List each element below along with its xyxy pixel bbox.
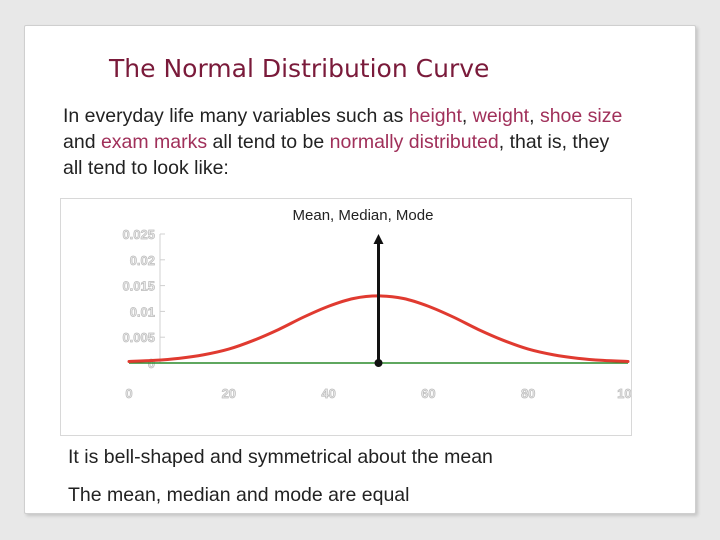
x-tick-label: 40 xyxy=(321,386,335,401)
x-tick-label: 20 xyxy=(222,386,236,401)
x-tick-label: 100 xyxy=(617,386,631,401)
y-tick-label: 0.02 xyxy=(130,253,155,268)
annotation-label: Mean, Median, Mode xyxy=(293,207,434,224)
intro-text: In everyday life many variables such as xyxy=(63,105,409,127)
x-tick-label: 0 xyxy=(125,386,132,401)
normal-distribution-chart: 0.0250.020.0150.010.0050020406080100Mean… xyxy=(60,198,632,436)
bullet-bell-shaped: It is bell-shaped and symmetrical about … xyxy=(68,446,493,468)
y-tick-label: 0.01 xyxy=(130,304,155,319)
intro-text: , that is, they all tend to look like: xyxy=(63,131,610,179)
y-tick-label: 0.005 xyxy=(122,330,155,345)
intro-text: , xyxy=(461,105,473,127)
x-tick-label: 60 xyxy=(421,386,435,401)
mean-arrow-dot xyxy=(374,359,383,367)
highlight-normally-distributed: normally distributed xyxy=(329,131,499,153)
y-tick-label: 0.015 xyxy=(122,279,155,294)
bullet-mean-median-mode: The mean, median and mode are equal xyxy=(68,484,410,506)
highlight-exam-marks: exam marks xyxy=(100,131,208,153)
slide-title: The Normal Distribution Curve xyxy=(109,54,490,83)
highlight-weight: weight xyxy=(472,105,530,127)
intro-text: and xyxy=(63,131,101,153)
intro-text: all tend to be xyxy=(207,131,330,153)
y-tick-label: 0.025 xyxy=(122,227,155,242)
intro-text: , xyxy=(529,105,540,127)
highlight-height: height xyxy=(408,105,462,127)
chart-svg: 0.0250.020.0150.010.0050020406080100Mean… xyxy=(122,207,631,401)
x-tick-label: 80 xyxy=(521,386,535,401)
mean-arrow-head xyxy=(373,234,384,244)
highlight-shoe-size: shoe size xyxy=(539,105,623,127)
slide: The Normal Distribution Curve In everyda… xyxy=(24,25,696,514)
intro-paragraph: In everyday life many variables such as … xyxy=(63,103,623,181)
